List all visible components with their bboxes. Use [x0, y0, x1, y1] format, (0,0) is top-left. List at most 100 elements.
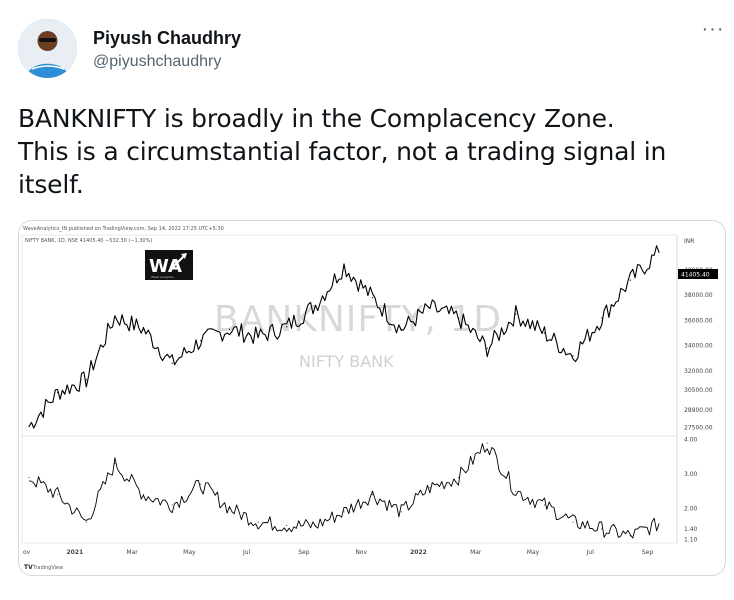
x-tick-label: 2021: [66, 549, 83, 556]
indicator-point: [114, 463, 116, 465]
indicator-pane: [21, 435, 678, 544]
price-point: [486, 347, 488, 349]
chart-symbol-line: NIFTY BANK, 1D, NSE 41405.40 −532.30 (−1…: [25, 238, 152, 244]
indicator-tick-label: 4.00: [684, 437, 698, 444]
price-point: [57, 391, 59, 393]
tweet-media-chart[interactable]: WaveAnalytics_IN published on TradingVie…: [18, 220, 726, 576]
more-horizontal-icon[interactable]: ···: [701, 18, 725, 40]
indicator-point: [572, 521, 574, 523]
x-tick-label: May: [527, 549, 540, 556]
watermark-subtitle: NIFTY BANK: [299, 352, 394, 371]
tweet-text-line: itself.: [18, 170, 84, 199]
x-tick-label: May: [183, 549, 196, 556]
x-tick-label: Jul: [586, 549, 595, 556]
price-point: [601, 317, 603, 319]
indicator-series-line: [28, 443, 660, 539]
watermark-title: BANKNIFTY, 1D: [214, 299, 502, 340]
last-price-label: 41405.40: [681, 272, 710, 279]
price-point: [572, 355, 574, 357]
indicator-point: [658, 523, 660, 525]
indicator-point: [515, 490, 517, 492]
price-tick-label: 36000.00: [684, 317, 713, 324]
currency-label: INR: [684, 238, 694, 245]
indicator-data-points: [28, 442, 660, 537]
price-point: [629, 279, 631, 281]
author-handle[interactable]: @piyushchaudhry: [93, 53, 222, 70]
price-point: [257, 336, 259, 338]
x-tick-label: Mar: [126, 549, 138, 556]
x-tick-label: Nov: [355, 549, 367, 556]
price-point: [457, 317, 460, 319]
indicator-point: [85, 521, 87, 523]
x-tick-label: Mar: [470, 549, 482, 556]
indicator-axis-ticks: 4.00 3.00 2.00 1.40 1.10: [684, 437, 698, 544]
price-point: [543, 332, 546, 334]
x-axis-ticks: ov 2021 Mar May Jul Sep Nov 2022 Mar May Jul Sep: [23, 549, 653, 556]
price-point: [85, 379, 87, 381]
logo-text: WA: [149, 256, 182, 277]
chart-header-line: WaveAnalytics_IN published on TradingVie…: [23, 226, 224, 232]
x-tick-label: Jul: [242, 549, 251, 556]
x-tick-label: 2022: [410, 549, 427, 556]
tradingview-label: TradingView: [32, 565, 63, 571]
indicator-point: [57, 494, 59, 496]
wave-analytics-logo: WA Wave Analytics: [145, 250, 193, 280]
tweet-text: BANKNIFTY is broadly in the Complacency …: [18, 102, 708, 201]
price-point: [171, 362, 173, 364]
chart-svg: WaveAnalytics_IN published on TradingVie…: [21, 226, 718, 571]
tweet-text-line: BANKNIFTY is broadly in the Complacency …: [18, 104, 615, 133]
x-tick-label: Sep: [298, 549, 310, 556]
indicator-point: [400, 511, 402, 513]
price-point: [372, 297, 374, 299]
indicator-point: [286, 525, 288, 527]
indicator-tick-label: 3.00: [684, 471, 698, 478]
indicator-point: [629, 535, 631, 537]
indicator-point: [429, 487, 431, 489]
indicator-tick-label: 2.00: [684, 505, 698, 512]
tradingview-icon: TV: [24, 564, 33, 571]
indicator-point: [486, 442, 488, 444]
price-point: [200, 340, 202, 342]
price-tick-label: 27500.00: [684, 425, 713, 432]
indicator-point: [314, 525, 316, 527]
indicator-point: [257, 521, 259, 523]
x-tick-label: ov: [23, 549, 31, 556]
price-point: [429, 307, 431, 309]
x-tick-label: Sep: [642, 549, 654, 556]
price-point: [400, 328, 402, 330]
indicator-point: [200, 483, 202, 485]
price-tick-label: 34000.00: [684, 343, 713, 350]
price-point: [286, 326, 288, 328]
price-data-points: [28, 251, 660, 428]
indicator-tick-label: 1.40: [684, 526, 698, 533]
indicator-point: [543, 504, 545, 506]
price-tick-label: 38000.00: [684, 292, 713, 299]
price-axis-ticks: 40000.0038000.0036000.0034000.0032000.00…: [684, 267, 713, 432]
indicator-point: [458, 476, 460, 478]
indicator-point: [372, 494, 374, 496]
indicator-point: [228, 507, 230, 509]
tweet-text-line: This is a circumstantial factor, not a t…: [18, 137, 667, 166]
indicator-point: [143, 494, 145, 496]
price-point: [114, 316, 116, 318]
indicator-point: [28, 476, 30, 478]
price-tick-label: 32000.00: [684, 368, 713, 375]
price-point: [28, 425, 30, 428]
price-point: [343, 265, 345, 267]
price-point: [228, 328, 231, 330]
price-point: [314, 304, 316, 306]
tradingview-brand: TV TradingView: [24, 564, 63, 571]
logo-subtext: Wave Analytics: [151, 275, 174, 279]
indicator-tick-label: 1.10: [684, 536, 698, 543]
price-series-line: [28, 245, 660, 429]
price-point: [515, 313, 517, 315]
price-point: [658, 251, 660, 253]
author-name[interactable]: Piyush Chaudhry: [93, 28, 242, 48]
author-avatar[interactable]: [18, 19, 77, 78]
price-tick-label: 28900.00: [684, 407, 713, 414]
price-tick-label: 30500.00: [684, 387, 713, 394]
last-price-tag: 41405.40: [678, 269, 718, 279]
indicator-point: [601, 528, 603, 530]
indicator-point: [343, 511, 345, 513]
